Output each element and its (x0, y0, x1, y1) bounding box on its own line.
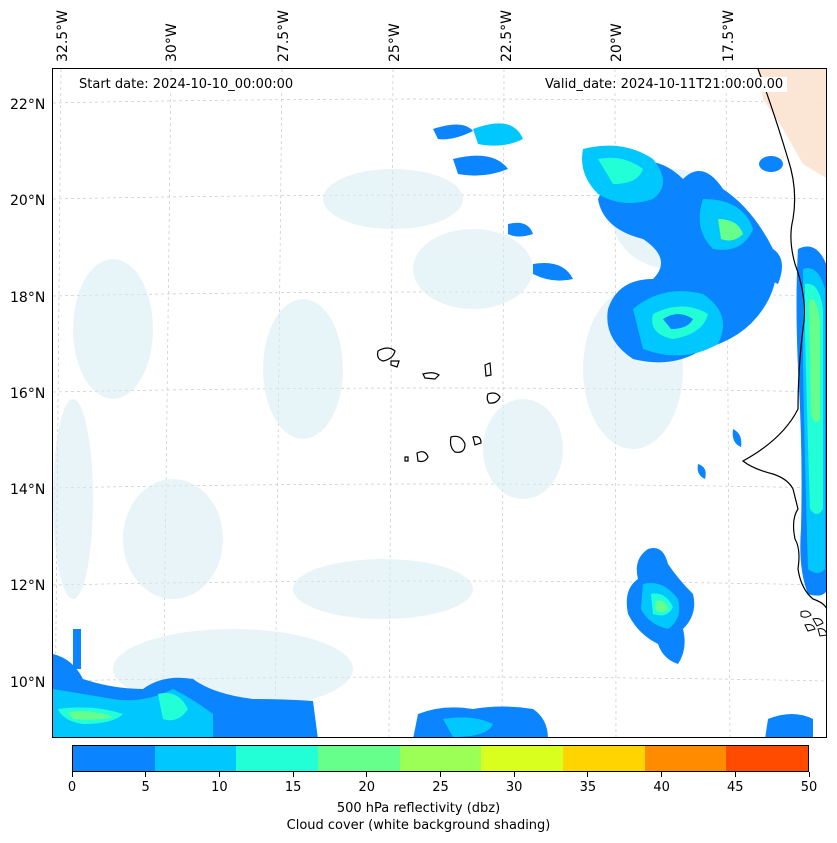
map-canvas (53, 69, 826, 737)
colorbar-tick-label: 10 (211, 780, 228, 795)
gridline-20w (614, 69, 617, 737)
colorbar-segment-3 (318, 746, 400, 771)
colorbar-tick-label: 50 (800, 780, 818, 795)
gridline-22n (53, 98, 826, 104)
african-coastline (741, 69, 826, 609)
colorbar-tickmark (808, 772, 810, 777)
lon-label-20w: 20°W (609, 23, 625, 62)
colorbar-tick-label: 40 (653, 780, 670, 795)
colorbar-segment-2 (236, 746, 319, 771)
lon-label-27-5w: 27.5°W (276, 9, 292, 62)
colorbar-tick-label: 30 (505, 780, 523, 795)
colorbar-segment-5 (481, 746, 564, 771)
colorbar-segment-0 (73, 746, 155, 771)
lat-label-16n: 16°N (10, 386, 46, 402)
colorbar-sublabel: Cloud cover (white background shading) (286, 818, 551, 833)
cloud-cover (53, 169, 733, 709)
map-panel (52, 68, 827, 738)
colorbar-tick-label: 5 (141, 780, 150, 795)
colorbar-tick-label: 15 (284, 780, 302, 795)
lat-label-10n: 10°N (10, 675, 46, 691)
colorbar-tickmark (145, 772, 147, 777)
valid-date-label: Valid_date: 2024-10-11T21:00:00.00 (541, 77, 788, 92)
colorbar-tickmark (513, 772, 515, 777)
colorbar-tickmark (292, 772, 294, 777)
lat-label-20n: 20°N (10, 193, 46, 209)
colorbar-segment-8 (726, 746, 809, 771)
gridline-22-5w (501, 69, 505, 737)
gridline-32-5w (54, 69, 62, 737)
islands (376, 347, 501, 463)
colorbar-tickmark (734, 772, 736, 777)
lon-label-17-5w: 17.5°W (721, 9, 737, 62)
lon-label-32-5w: 32.5°W (55, 9, 71, 62)
lon-label-22-5w: 22.5°W (499, 9, 515, 62)
gridline-18n (53, 291, 826, 297)
colorbar-label: 500 hPa reflectivity (dbz) (336, 801, 501, 816)
land-shading (758, 69, 826, 178)
colorbar-tick-label: 35 (579, 780, 597, 795)
colorbar-tickmark (440, 772, 441, 777)
reflectivity-cells (53, 123, 826, 737)
colorbar-segment-4 (399, 746, 482, 771)
lat-label-18n: 18°N (10, 290, 46, 306)
colorbar-tick-label: 0 (67, 780, 77, 795)
colorbar-segment-1 (154, 746, 237, 771)
colorbar-tickmark (71, 772, 73, 777)
gridline-30w (162, 69, 172, 737)
gridline-17-5w (725, 69, 731, 737)
colorbar-tickmark (661, 772, 663, 777)
colorbar-tick-label: 45 (727, 780, 744, 795)
lon-label-30w: 30°W (164, 23, 180, 62)
lat-label-22n: 22°N (10, 97, 46, 113)
start-date-label: Start date: 2024-10-10_00:00:00 (75, 77, 298, 92)
colorbar-tickmark (218, 772, 220, 777)
colorbar-tick-label: 20 (358, 780, 376, 795)
colorbar-segment-6 (563, 746, 645, 771)
gridline-27-5w (274, 69, 283, 737)
colorbar-tick-label: 25 (432, 780, 449, 795)
gridline-25w (388, 69, 394, 737)
colorbar (72, 745, 809, 772)
colorbar-tickmark (366, 772, 368, 777)
bijagos-islands (800, 610, 826, 637)
gridline-20n (53, 194, 826, 200)
colorbar-tickmark (587, 772, 589, 777)
lat-label-12n: 12°N (10, 578, 46, 594)
lon-label-25w: 25°W (387, 23, 403, 62)
colorbar-segment-7 (644, 746, 727, 771)
gridline-16n (53, 387, 826, 393)
lat-label-14n: 14°N (10, 482, 46, 498)
